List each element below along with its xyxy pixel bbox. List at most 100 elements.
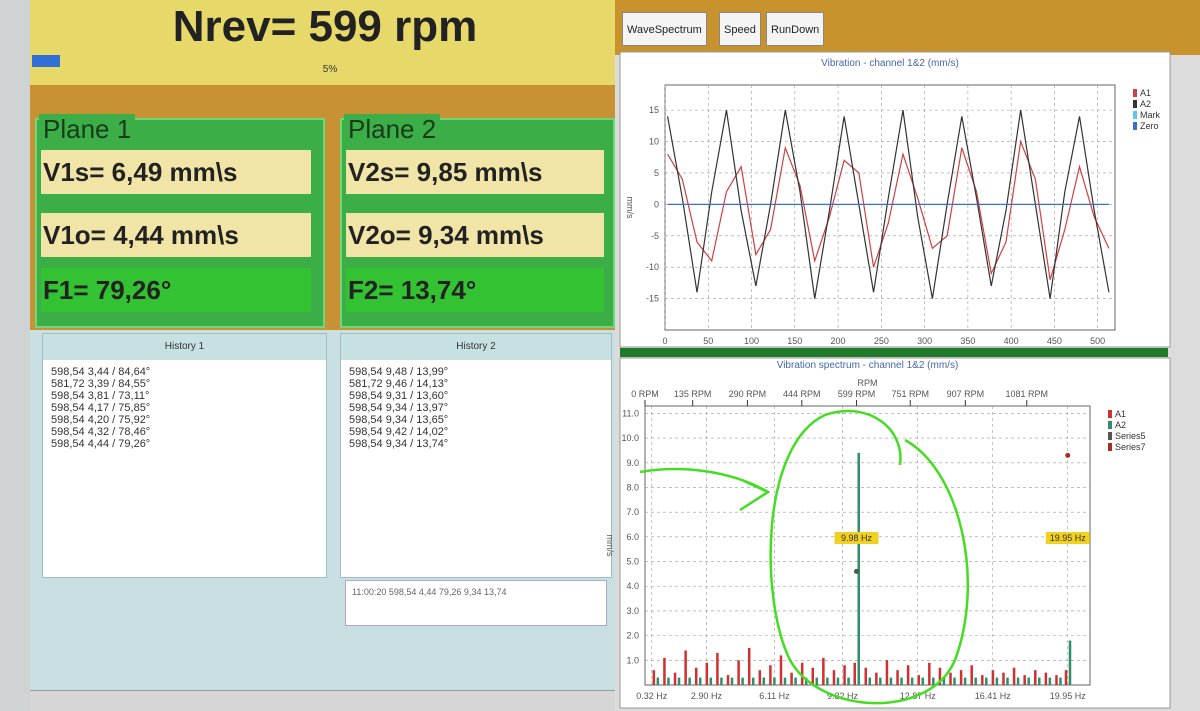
y-tick-label: 3.0 xyxy=(626,606,639,616)
bar xyxy=(857,452,860,685)
legend-swatch xyxy=(1108,410,1112,418)
rpm-title: Nrev= 599 rpm xyxy=(172,2,478,51)
x2-tick-label: 444 RPM xyxy=(783,389,821,399)
tab[interactable]: RunDown xyxy=(766,12,825,46)
bar xyxy=(656,677,660,685)
x-tick-label: 50 xyxy=(703,336,713,346)
history-entry: 598,54 4,44 / 79,26° xyxy=(51,438,151,450)
bar xyxy=(1016,677,1020,685)
history-entry: 581,72 3,39 / 84,55° xyxy=(51,378,151,390)
bar xyxy=(1059,677,1062,685)
legend-swatch xyxy=(1133,111,1137,119)
bar xyxy=(673,672,677,685)
y-tick-label: 9.0 xyxy=(626,458,639,468)
history-entry: 598,54 9,34 / 13,65° xyxy=(349,414,449,426)
x-tick-label: 19.95 Hz xyxy=(1050,691,1087,701)
legend-swatch xyxy=(1108,432,1112,440)
y-tick-label: 5.0 xyxy=(626,557,639,567)
bar xyxy=(667,677,670,685)
legend-label: A1 xyxy=(1140,88,1151,98)
x-tick-label: 0.32 Hz xyxy=(636,691,668,701)
annotation-box xyxy=(834,532,879,544)
handwritten-circle xyxy=(769,409,970,705)
history-entry: 598,54 3,44 / 84,64° xyxy=(51,366,151,378)
x-tick-label: 450 xyxy=(1047,336,1062,346)
x2-axis-label: RPM xyxy=(858,378,878,388)
chart-title: Vibration - channel 1&2 (mm/s) xyxy=(821,58,959,69)
tab-bar xyxy=(615,0,1200,55)
bar xyxy=(762,677,766,685)
bar xyxy=(698,677,702,685)
history-title: History 1 xyxy=(43,334,326,360)
bar xyxy=(995,677,999,685)
bar xyxy=(843,665,846,685)
bar xyxy=(684,650,687,685)
bar xyxy=(737,660,740,685)
button-bar xyxy=(30,690,615,711)
x-tick-label: 0 xyxy=(662,336,667,346)
y-tick-label: 10.0 xyxy=(621,433,639,443)
bar xyxy=(963,677,967,685)
bar xyxy=(773,677,776,685)
speed-row: V2o= 9,34 mm\s xyxy=(346,213,604,257)
bar xyxy=(741,677,744,685)
legend-swatch xyxy=(1133,100,1137,108)
progress-label: 5% xyxy=(322,64,338,75)
progress-bar xyxy=(32,55,60,67)
x-tick-label: 300 xyxy=(917,336,932,346)
legend-swatch xyxy=(1108,443,1112,451)
x-tick-label: 250 xyxy=(874,336,889,346)
log-box: 11:00:20 598,54 4,44 79,26 9,34 13,74 xyxy=(345,580,607,626)
bar xyxy=(921,677,924,685)
plane-title: Plane 1 xyxy=(39,114,136,145)
bar xyxy=(783,677,787,685)
speed-row: V1s= 6,49 mm\s xyxy=(41,150,311,194)
point xyxy=(1065,452,1071,458)
legend-swatch xyxy=(1133,122,1137,130)
bar xyxy=(677,677,681,685)
bar xyxy=(875,672,878,685)
history-panel: History 2 598,54 9,48 / 13,99° 581,72 9,4… xyxy=(340,333,612,578)
bar xyxy=(991,670,995,685)
y-tick-label: 1.0 xyxy=(626,655,639,665)
bar xyxy=(1064,670,1068,685)
x2-tick-label: 907 RPM xyxy=(947,389,985,399)
history-entry: 598,54 9,34 / 13,97° xyxy=(349,402,449,414)
plane-box: Plane 2 V2s= 9,85 mm\s V2o= 9,34 mm\s F2… xyxy=(340,114,615,328)
tab[interactable]: WaveSpectrum xyxy=(622,12,707,46)
x-tick-label: 16.41 Hz xyxy=(975,691,1012,701)
bar xyxy=(747,647,751,685)
bar xyxy=(942,677,946,685)
y-tick-label: 5 xyxy=(654,168,659,178)
history-panel: History 1 598,54 3,44 / 84,64° 581,72 3,3… xyxy=(42,333,327,578)
x2-tick-label: 0 RPM xyxy=(631,389,659,399)
y-tick-label: 0 xyxy=(654,199,659,209)
legend-swatch xyxy=(1133,89,1137,97)
legend-label: A1 xyxy=(1115,409,1126,419)
bar xyxy=(985,677,988,685)
bar xyxy=(853,662,856,685)
bar xyxy=(652,670,656,685)
speed-row: V1o= 4,44 mm\s xyxy=(41,213,311,257)
history-entry: 598,54 9,31 / 13,60° xyxy=(349,390,449,402)
speed-row: V2s= 9,85 mm\s xyxy=(346,150,604,194)
history-entry: 598,54 9,42 / 14,02° xyxy=(349,426,449,438)
plane-box: Plane 1 V1s= 6,49 mm\s V1o= 4,44 mm\s F1… xyxy=(35,114,325,328)
handwritten-arrow xyxy=(639,467,771,512)
x-tick-label: 150 xyxy=(787,336,802,346)
bar xyxy=(1023,675,1026,685)
bar xyxy=(663,657,666,685)
bar xyxy=(917,675,920,685)
y-tick-label: 15 xyxy=(649,105,659,115)
bar xyxy=(932,677,935,685)
bar xyxy=(1044,672,1048,685)
bar xyxy=(720,677,723,685)
tab[interactable]: Speed xyxy=(719,12,761,46)
bar xyxy=(879,677,882,685)
bar xyxy=(974,677,977,685)
bar xyxy=(900,677,903,685)
annotation: 9.98 Hz xyxy=(841,533,873,543)
annotation-box xyxy=(1045,532,1090,544)
